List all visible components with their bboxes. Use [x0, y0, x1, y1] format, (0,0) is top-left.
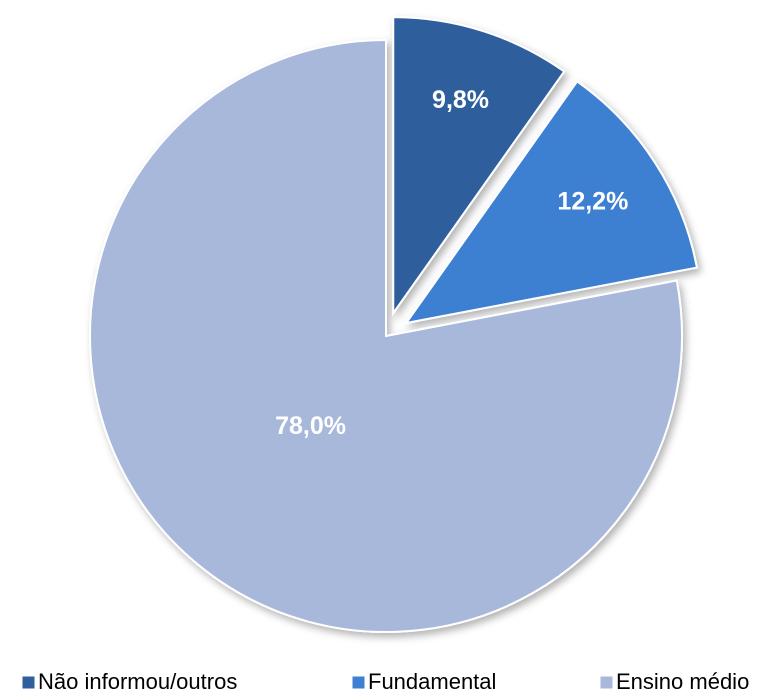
labels: 9,8% 12,2% 78,0%	[275, 86, 628, 440]
pie	[89, 16, 699, 633]
legend-label: Não informou/outros	[38, 669, 237, 693]
data-label: 12,2%	[557, 187, 628, 215]
legend-swatch	[21, 675, 36, 690]
legend-swatch	[351, 675, 366, 690]
pie-slice	[89, 38, 683, 633]
pie-slice	[392, 16, 566, 317]
legend-swatch	[599, 675, 614, 690]
data-label: 9,8%	[432, 86, 489, 114]
legend-label: Fundamental	[368, 669, 496, 693]
legend: Não informou/outros Fundamental Ensino méd…	[21, 669, 749, 693]
pie-slice	[403, 79, 699, 325]
data-label: 78,0%	[275, 412, 346, 440]
legend-label: Ensino médio	[616, 669, 749, 693]
